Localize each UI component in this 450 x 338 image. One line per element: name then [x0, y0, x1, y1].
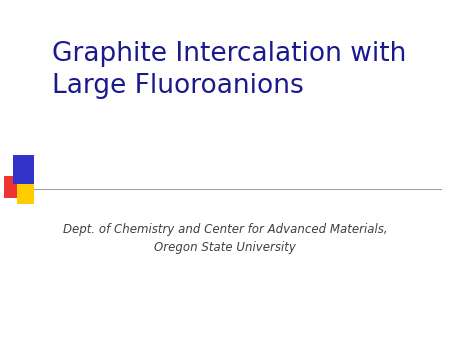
Bar — [17, 183, 34, 204]
Text: Dept. of Chemistry and Center for Advanced Materials,
Oregon State University: Dept. of Chemistry and Center for Advanc… — [63, 223, 387, 254]
Bar — [13, 155, 34, 184]
Bar — [4, 176, 21, 198]
Text: Graphite Intercalation with
Large Fluoroanions: Graphite Intercalation with Large Fluoro… — [52, 41, 406, 99]
